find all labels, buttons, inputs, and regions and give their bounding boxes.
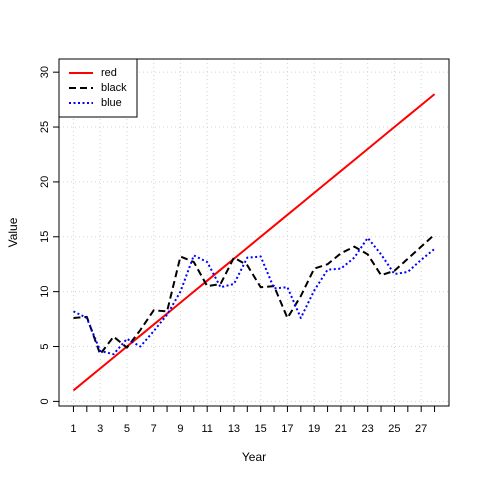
x-tick-label: 11	[201, 423, 212, 435]
x-tick-label: 15	[255, 423, 267, 435]
y-tick-label: 30	[39, 66, 51, 78]
y-tick-label: 25	[39, 121, 51, 133]
x-tick-label: 23	[362, 423, 374, 435]
x-tick-label: 7	[151, 423, 157, 435]
x-tick-label: 27	[415, 423, 427, 435]
plot-frame	[58, 58, 450, 407]
x-tick-label: 9	[177, 423, 183, 435]
y-axis-title: Value	[6, 217, 20, 247]
x-tick-label: 13	[228, 423, 240, 435]
x-tick-label: 5	[124, 423, 130, 435]
series-layer	[72, 93, 436, 392]
series-line-black	[73, 233, 436, 356]
x-tick-label: 25	[388, 423, 400, 435]
x-tick-label: 3	[97, 423, 103, 435]
legend-label-black: black	[101, 82, 127, 94]
y-tick-label: 20	[39, 176, 51, 188]
x-tick-label: 21	[335, 423, 347, 435]
x-tick-label: 1	[70, 423, 76, 435]
y-tick-label: 0	[39, 398, 51, 404]
x-tick-label: 17	[281, 423, 293, 435]
x-axis: 1 3 5 7 9 11 13 15 17 19 21 23 25 27	[70, 406, 436, 435]
y-tick-label: 5	[39, 343, 51, 349]
y-axis: 0 5 10 15 20 25 30	[39, 66, 59, 404]
x-tick-label: 19	[308, 423, 320, 435]
series-line-red	[72, 93, 436, 392]
legend-label-red: red	[101, 67, 117, 79]
y-tick-label: 10	[39, 286, 51, 298]
series-line-blue	[73, 236, 436, 356]
legend: red black blue	[58, 58, 138, 118]
x-axis-title: Year	[242, 450, 266, 464]
legend-label-blue: blue	[101, 97, 122, 109]
y-tick-label: 15	[39, 231, 51, 243]
